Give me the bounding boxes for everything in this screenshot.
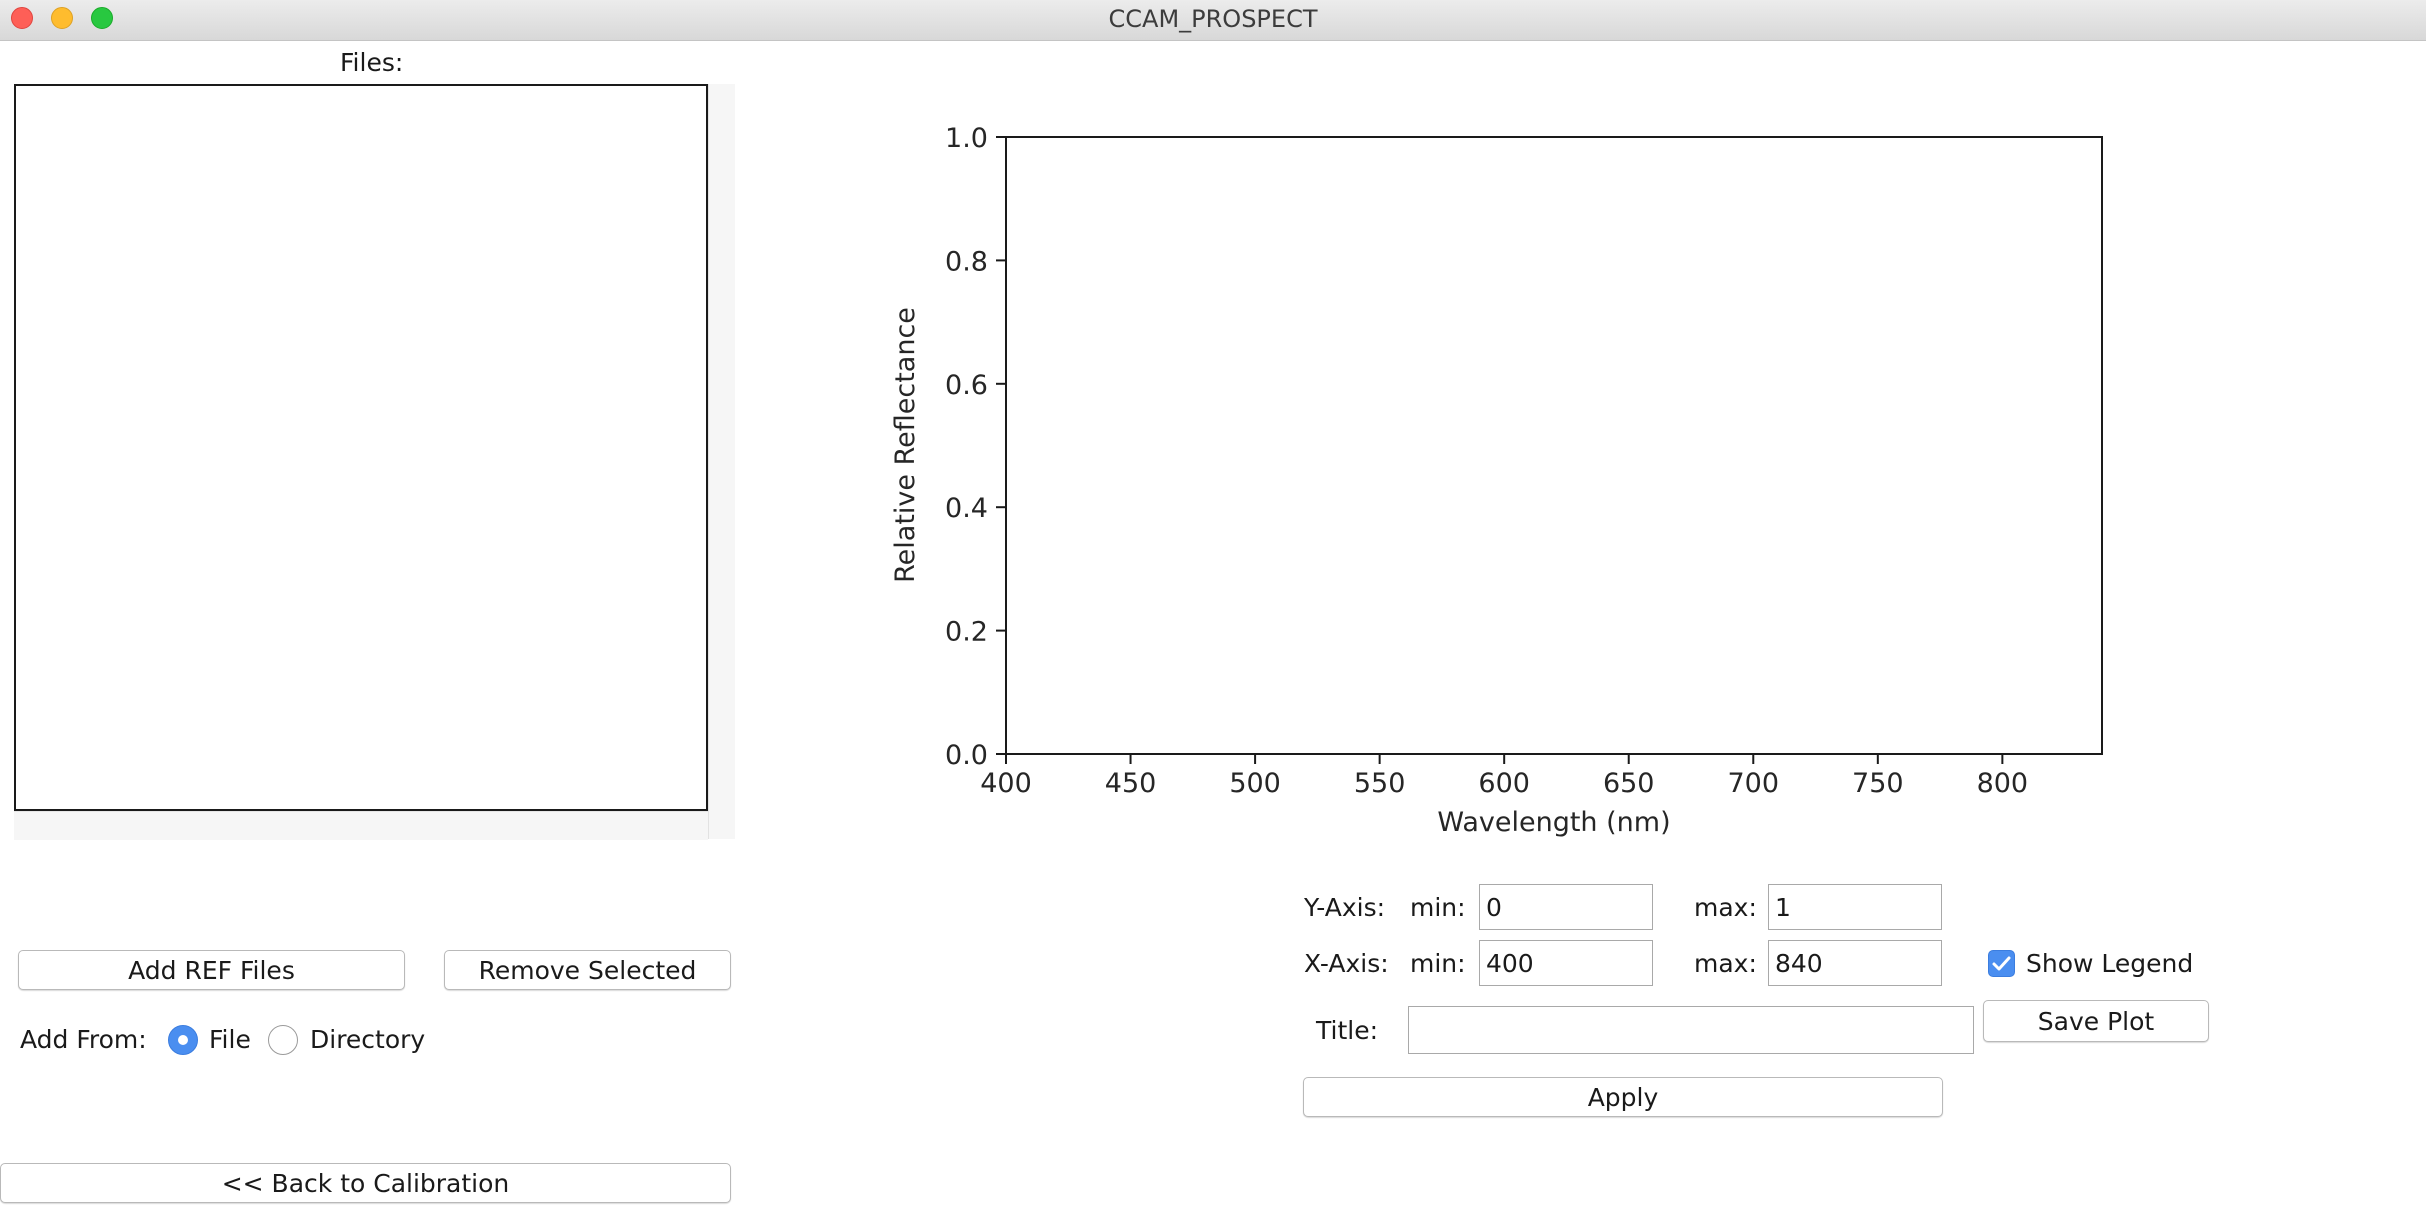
save-plot-button[interactable]: Save Plot bbox=[1983, 1000, 2209, 1042]
files-horizontal-scrollbar[interactable] bbox=[14, 811, 708, 840]
x-tick-label: 800 bbox=[1977, 768, 2029, 799]
add-ref-files-button[interactable]: Add REF Files bbox=[18, 950, 405, 990]
y-tick-label: 0.2 bbox=[945, 617, 988, 648]
remove-selected-button[interactable]: Remove Selected bbox=[444, 950, 731, 990]
title-label: Title: bbox=[1316, 1016, 1378, 1045]
y-tick-label: 1.0 bbox=[945, 123, 988, 154]
x-max-input[interactable] bbox=[1768, 940, 1942, 986]
maximize-window-button[interactable] bbox=[91, 7, 113, 29]
x-tick-label: 650 bbox=[1603, 768, 1655, 799]
x-tick-label: 750 bbox=[1852, 768, 1904, 799]
files-listbox[interactable] bbox=[14, 84, 708, 811]
radio-file[interactable] bbox=[168, 1025, 198, 1055]
x-axis-label-text: X-Axis: bbox=[1304, 949, 1389, 978]
plot-title-input[interactable] bbox=[1408, 1006, 1974, 1054]
window-title: CCAM_PROSPECT bbox=[1108, 5, 1318, 33]
close-window-button[interactable] bbox=[11, 7, 33, 29]
title-bar: CCAM_PROSPECT bbox=[0, 0, 2426, 41]
x-min-input[interactable] bbox=[1479, 940, 1653, 986]
minimize-window-button[interactable] bbox=[51, 7, 73, 29]
radio-directory[interactable] bbox=[268, 1025, 298, 1055]
y-tick-label: 0.0 bbox=[945, 740, 988, 771]
x-tick-label: 500 bbox=[1229, 768, 1281, 799]
y-axis-label-text: Y-Axis: bbox=[1304, 893, 1386, 922]
radio-directory-label[interactable]: Directory bbox=[310, 1025, 426, 1054]
y-min-input[interactable] bbox=[1479, 884, 1653, 930]
y-tick-label: 0.4 bbox=[945, 493, 988, 524]
y-max-label: max: bbox=[1694, 893, 1757, 922]
y-tick-label: 0.8 bbox=[945, 246, 988, 277]
chart-layer: 400 450 500 550 600 650 700 750 800 0.0 0.2 0.4 0.6 0… bbox=[945, 123, 2028, 799]
reflectance-chart: 400 450 500 550 600 650 700 750 800 0.0 0.2 0.4 0.6 0… bbox=[890, 123, 2103, 838]
radio-dot bbox=[178, 1035, 188, 1045]
radio-file-label[interactable]: File bbox=[209, 1025, 251, 1054]
show-legend-label[interactable]: Show Legend bbox=[2026, 949, 2194, 978]
add-from-label: Add From: bbox=[20, 1025, 147, 1054]
x-tick-label: 400 bbox=[980, 768, 1032, 799]
x-min-label: min: bbox=[1410, 949, 1466, 978]
y-max-input[interactable] bbox=[1768, 884, 1942, 930]
files-label: Files: bbox=[340, 48, 404, 77]
x-max-label: max: bbox=[1694, 949, 1757, 978]
checkmark-icon bbox=[1992, 956, 2011, 971]
x-tick-label: 600 bbox=[1478, 768, 1530, 799]
files-vertical-scrollbar[interactable] bbox=[708, 84, 735, 839]
y-tick-label: 0.6 bbox=[945, 370, 988, 401]
y-axis-label: Relative Reflectance bbox=[890, 307, 921, 583]
back-to-calibration-button[interactable]: << Back to Calibration bbox=[0, 1163, 731, 1203]
apply-button[interactable]: Apply bbox=[1303, 1077, 1943, 1117]
x-tick-label: 700 bbox=[1727, 768, 1779, 799]
x-tick-label: 550 bbox=[1354, 768, 1406, 799]
y-min-label: min: bbox=[1410, 893, 1466, 922]
show-legend-checkbox[interactable] bbox=[1988, 950, 2015, 977]
x-axis-label: Wavelength (nm) bbox=[1437, 807, 1670, 838]
plot-frame bbox=[1005, 136, 2103, 755]
x-tick-label: 450 bbox=[1105, 768, 1157, 799]
